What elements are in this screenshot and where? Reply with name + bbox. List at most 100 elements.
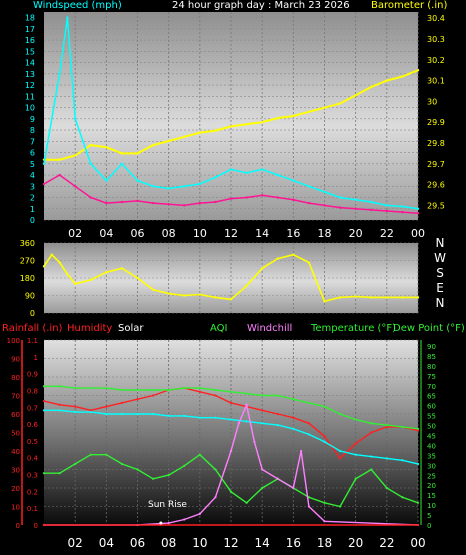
- data-point: [183, 414, 186, 417]
- y-right-tick-label: 80: [427, 363, 436, 371]
- y-rain-tick-label: 0.9: [27, 371, 38, 379]
- y-right-tick-label: 45: [427, 432, 436, 440]
- data-point: [276, 424, 279, 427]
- data-point: [58, 385, 61, 388]
- data-point: [167, 388, 170, 392]
- data-point: [385, 425, 388, 429]
- y-left-tick-label: 13: [25, 70, 35, 79]
- y-rain-tick-label: 0.5: [27, 438, 38, 446]
- data-point: [370, 85, 373, 89]
- data-point: [385, 209, 389, 213]
- data-point: [370, 200, 373, 204]
- data-point: [229, 125, 233, 128]
- data-point: [401, 205, 404, 208]
- data-point: [292, 416, 295, 419]
- data-point: [416, 427, 420, 430]
- data-point: [198, 390, 201, 393]
- data-point: [245, 420, 248, 423]
- data-point: [183, 518, 186, 521]
- data-point: [338, 449, 342, 453]
- data-point: [385, 486, 388, 490]
- data-point: [151, 185, 155, 188]
- data-point: [323, 190, 326, 194]
- data-point: [354, 198, 357, 201]
- sunrise-marker: [159, 521, 163, 525]
- data-point: [89, 409, 92, 412]
- data-point: [151, 143, 155, 147]
- data-point: [73, 282, 77, 286]
- data-point: [42, 162, 46, 165]
- x-tick-label: 10: [193, 227, 207, 240]
- y-rain-tick-label: 0.2: [27, 488, 38, 496]
- data-point: [105, 453, 108, 456]
- data-point: [89, 196, 92, 199]
- data-point: [323, 300, 326, 303]
- y-left-tick-label: 12: [25, 81, 35, 90]
- data-point: [105, 412, 108, 416]
- data-point: [338, 206, 342, 209]
- data-point: [42, 182, 46, 186]
- data-point: [416, 462, 420, 466]
- y-left-tick-label: 10: [11, 504, 20, 512]
- data-point: [276, 116, 279, 120]
- data-point: [105, 201, 108, 205]
- y-right-tick-label: 30.2: [427, 56, 445, 65]
- data-point: [292, 198, 295, 201]
- data-point: [167, 187, 170, 190]
- data-point: [338, 102, 342, 105]
- data-point: [354, 453, 357, 456]
- y-left-tick-label: 6: [30, 149, 35, 158]
- data-point: [120, 162, 124, 165]
- data-point: [300, 449, 303, 453]
- data-point: [167, 522, 170, 525]
- data-point: [354, 94, 357, 97]
- sunrise-annotation: Sun Rise: [148, 500, 187, 510]
- x-tick-label: 18: [318, 227, 332, 240]
- data-point: [261, 486, 264, 490]
- direction-label: N: [436, 236, 445, 250]
- data-point: [66, 272, 69, 276]
- data-point: [385, 79, 389, 82]
- data-point: [323, 520, 326, 523]
- data-point: [245, 171, 248, 174]
- data-point: [120, 412, 124, 416]
- data-point: [89, 143, 92, 147]
- data-point: [74, 405, 77, 408]
- data-point: [307, 433, 311, 436]
- data-point: [105, 387, 108, 390]
- data-point: [401, 459, 404, 462]
- data-point: [120, 152, 124, 155]
- data-point: [183, 294, 186, 297]
- data-point: [198, 131, 202, 134]
- data-point: [354, 477, 357, 480]
- y-right-tick-label: 29.9: [427, 118, 445, 127]
- data-point: [198, 293, 202, 296]
- direction-label: S: [436, 266, 444, 280]
- legend-aqi: AQI: [210, 323, 228, 334]
- y-left-tick-label: 14: [25, 59, 35, 68]
- data-point: [198, 182, 202, 186]
- wind-ticks: 02 04 06 08 10 12 14 16 18 20 22 000123456789101112…: [25, 14, 445, 240]
- data-point: [245, 196, 248, 199]
- data-point: [58, 173, 61, 177]
- direction-panel: [44, 243, 418, 313]
- x-tick-label: 10: [192, 536, 207, 550]
- y-right-tick-label: 85: [427, 353, 436, 361]
- data-point: [307, 261, 311, 264]
- data-point: [42, 472, 46, 475]
- data-point: [245, 403, 248, 406]
- data-point: [136, 468, 139, 471]
- data-point: [74, 411, 77, 414]
- data-point: [245, 392, 248, 395]
- data-point: [214, 129, 217, 132]
- data-point: [151, 412, 155, 416]
- data-point: [74, 462, 77, 466]
- data-point: [198, 453, 201, 456]
- temperature-grid: [44, 339, 419, 526]
- data-point: [229, 490, 233, 493]
- y-left-tick-label: 20: [11, 485, 20, 493]
- data-point: [276, 477, 279, 480]
- wind-series: [42, 16, 420, 215]
- data-point: [58, 158, 61, 161]
